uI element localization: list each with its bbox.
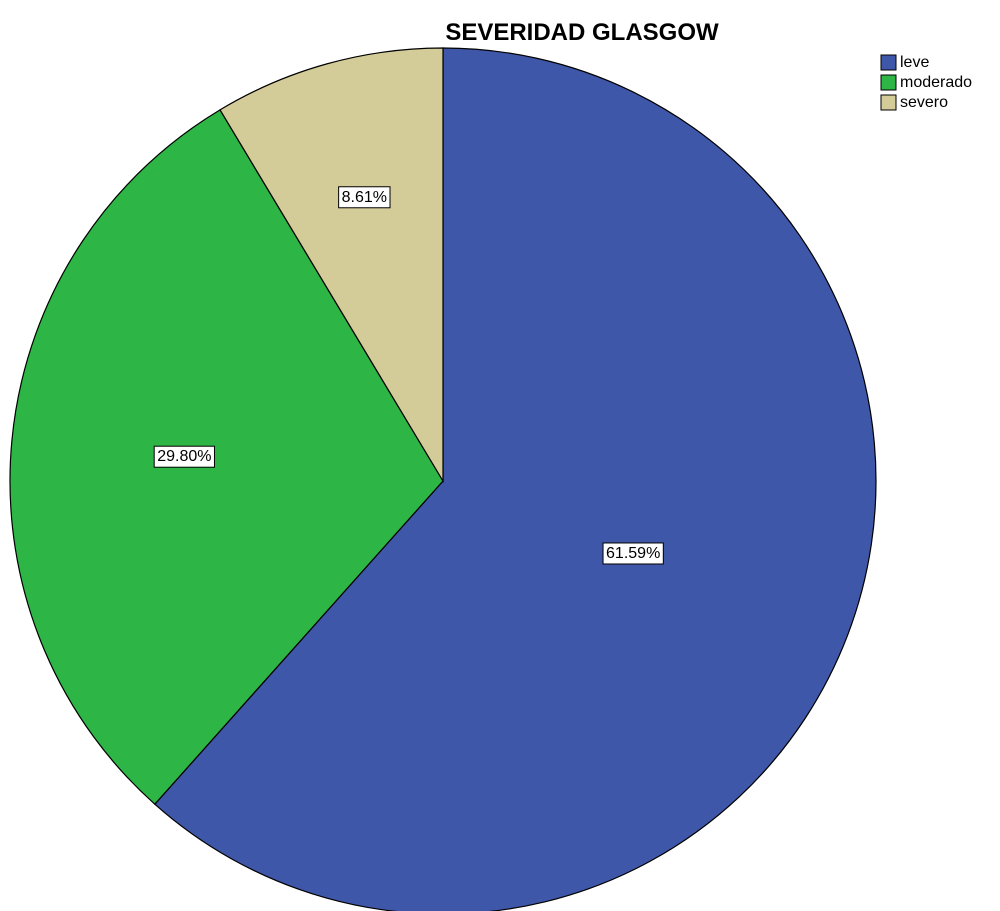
pie-slice-severo (219, 47, 444, 484)
legend-swatch (880, 94, 897, 111)
data-label-box (153, 445, 215, 468)
legend-swatch (880, 54, 897, 71)
data-label-text: 8.61% (342, 189, 387, 206)
legend-label: moderado (900, 74, 972, 91)
data-label-text: 29.80% (157, 448, 211, 465)
data-label-box (338, 186, 391, 209)
data-label-moderado: 29.80% (153, 445, 215, 468)
pie-slice-leve (153, 47, 877, 911)
data-label-leve: 61.59% (602, 542, 664, 565)
slice-labels: 61.59% 29.80% 8.61% (153, 186, 664, 565)
legend-item-moderado: moderado (880, 74, 972, 91)
legend-item-leve: leve (880, 54, 929, 71)
data-label-box (602, 542, 664, 565)
data-label-severo: 8.61% (338, 186, 391, 209)
legend-label: severo (900, 94, 948, 111)
pie-slice-moderado (9, 109, 444, 806)
legend-swatch (880, 74, 897, 91)
legend-item-severo: severo (880, 94, 948, 111)
data-label-text: 61.59% (606, 545, 660, 562)
pie-slices (9, 47, 877, 911)
legend-label: leve (900, 54, 929, 71)
legend: leve moderado severo (880, 54, 972, 111)
chart-title: SEVERIDAD GLASGOW (445, 19, 719, 46)
